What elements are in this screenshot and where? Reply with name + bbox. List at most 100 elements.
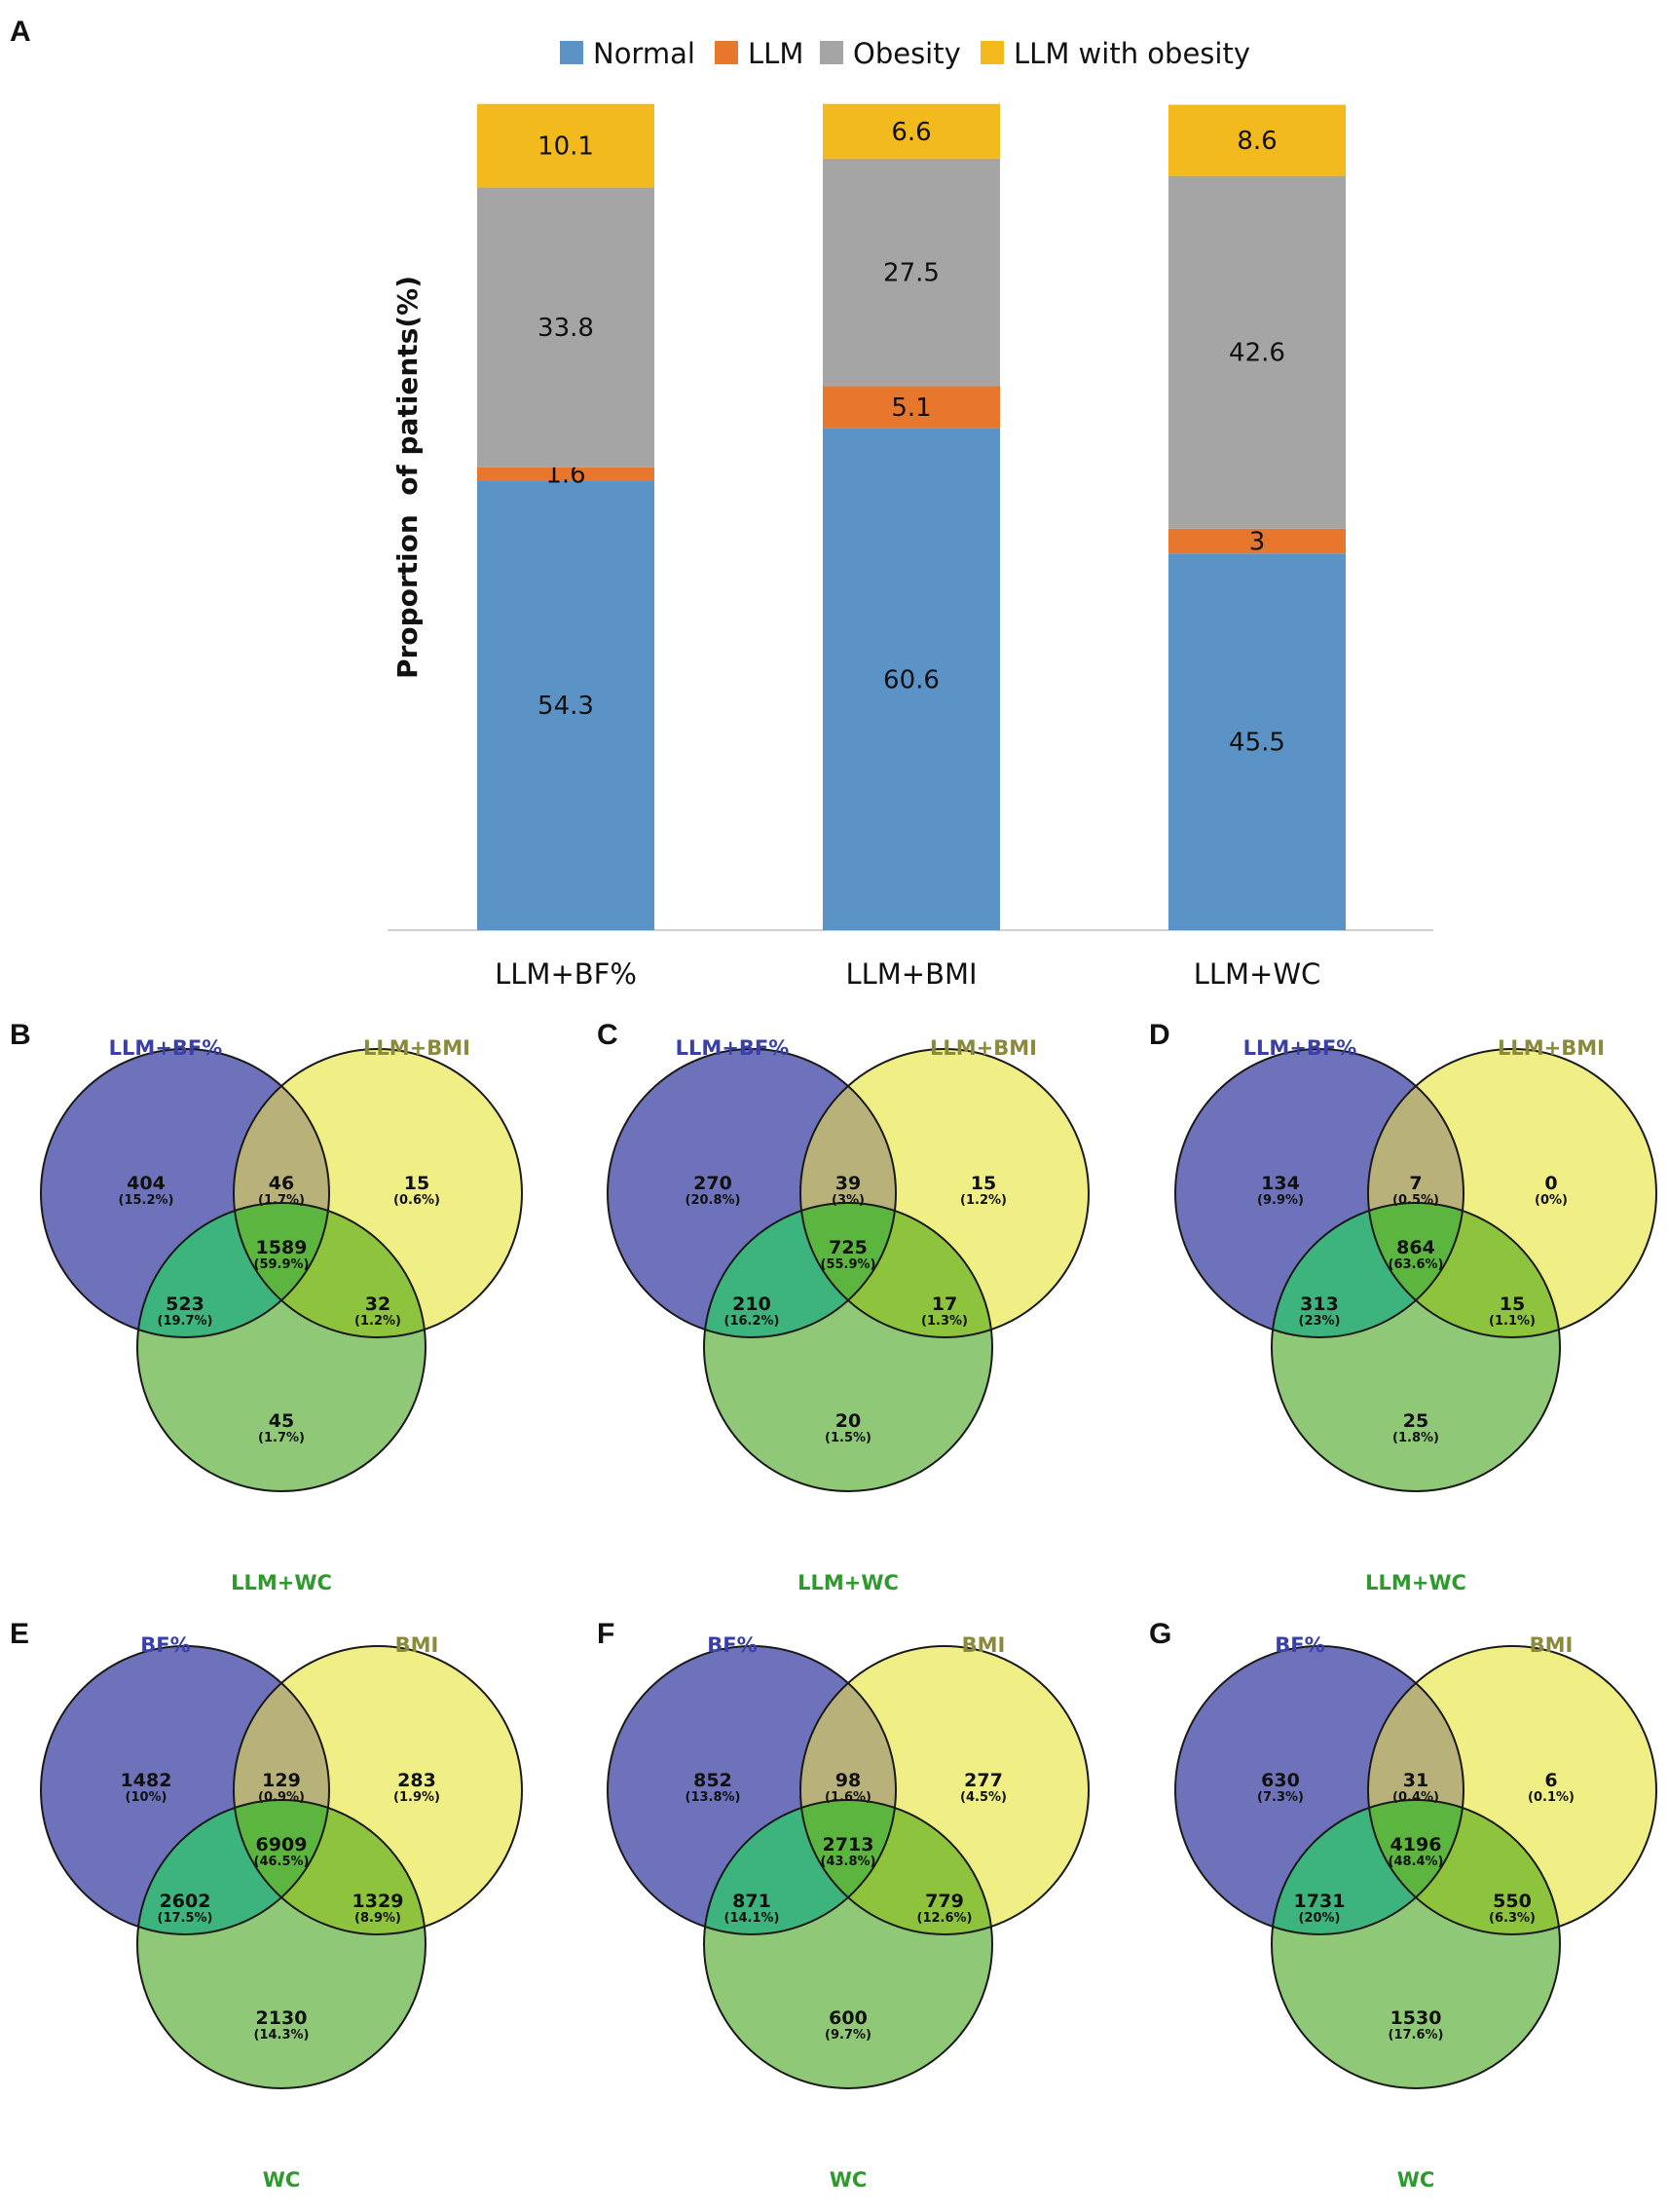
venn-count-bc: 550 [1493, 1891, 1532, 1912]
legend-label-llm-with-obesity: LLM with obesity [1014, 37, 1250, 70]
bar-segment-llm-with-obesity-llm-bmi [823, 103, 1000, 159]
venn-count-ab: 129 [262, 1770, 301, 1791]
venn-outline-bmi [1367, 1645, 1657, 1935]
venn-percent-c: (1.8%) [1392, 1431, 1439, 1445]
venn-count-b: 15 [404, 1173, 429, 1194]
venn-set-label-llm-bf: LLM+BF% [1243, 1036, 1357, 1060]
venn-set-label-wc: WC [830, 2168, 868, 2192]
venn-count-ab: 46 [269, 1173, 294, 1194]
venn-count-ac: 2602 [160, 1891, 211, 1912]
venn-overlap-bc [234, 1800, 426, 1934]
venn-set-label-wc: WC [1397, 2168, 1435, 2192]
venn-percent-abc: (63.6%) [1389, 1257, 1444, 1272]
venn-overlap-ac [704, 1800, 896, 1934]
venn-percent-ac: (14.1%) [724, 1911, 780, 1926]
venn-count-c: 600 [829, 2007, 868, 2029]
venn-overlap-bc [1368, 1203, 1560, 1337]
panel-label-a: A [10, 16, 31, 48]
venn-overlap-ac [1272, 1203, 1464, 1337]
data-label-obesity-llm-bf: 33.8 [537, 314, 594, 343]
venn-count-c: 25 [1403, 1410, 1428, 1432]
venn-percent-c: (1.7%) [258, 1431, 305, 1445]
panel-label-f: F [597, 1618, 614, 1650]
venn-overlap-bc [1368, 1800, 1560, 1934]
legend-label-llm: LLM [748, 37, 803, 70]
bar-segment-obesity-llm-wc [1168, 175, 1346, 529]
venn-count-ac: 1731 [1294, 1891, 1346, 1912]
bar-segment-normal-llm-bmi [823, 428, 1000, 930]
venn-outline-bf [607, 1645, 897, 1935]
venn-percent-bc: (6.3%) [1489, 1911, 1536, 1926]
data-label-normal-llm-bf: 54.3 [537, 692, 594, 721]
venn-percent-abc: (55.9%) [821, 1257, 876, 1272]
bar-segment-normal-llm-bf [477, 480, 654, 930]
x-tick-label-llm-wc: LLM+WC [1194, 957, 1321, 991]
venn-percent-a: (9.9%) [1257, 1193, 1304, 1208]
data-label-llm-with-obesity-llm-bmi: 6.6 [891, 118, 931, 147]
venn-overlap-bc [800, 1800, 992, 1934]
data-label-llm-with-obesity-llm-wc: 8.6 [1237, 127, 1277, 156]
venn-count-a: 630 [1261, 1770, 1300, 1791]
x-tick-label-llm-bmi: LLM+BMI [845, 957, 977, 991]
bar-segment-obesity-llm-bf [477, 187, 654, 468]
legend-label-obesity: Obesity [853, 37, 961, 70]
venn-set-label-llm-bmi: LLM+BMI [1498, 1036, 1605, 1060]
venn-percent-b: (0.6%) [393, 1193, 440, 1208]
venn-outline-llm-bf [1174, 1048, 1464, 1338]
venn-outline-llm-wc [136, 1202, 426, 1492]
venn-percent-bc: (12.6%) [917, 1911, 973, 1926]
venn-percent-ab: (1.7%) [258, 1193, 305, 1208]
venn-percent-bc: (1.3%) [921, 1314, 968, 1329]
venn-percent-ac: (20%) [1299, 1911, 1341, 1926]
venn-count-b: 283 [397, 1770, 436, 1791]
venn-count-abc: 864 [1396, 1237, 1435, 1258]
venn-set-label-bf: BF% [707, 1633, 757, 1657]
data-label-llm-llm-wc: 3 [1249, 528, 1266, 557]
venn-count-bc: 15 [1500, 1293, 1525, 1315]
venn-outline-wc [703, 1799, 993, 2089]
venn-outline-llm-wc [1271, 1202, 1561, 1492]
venn-percent-b: (4.5%) [960, 1790, 1007, 1805]
venn-set-label-llm-bmi: LLM+BMI [930, 1036, 1037, 1060]
venn-count-a: 270 [693, 1173, 732, 1194]
venn-count-bc: 779 [925, 1891, 964, 1912]
panel-label-d: D [1149, 1019, 1170, 1051]
venn-outline-llm-bf [607, 1048, 897, 1338]
venn-count-c: 45 [269, 1410, 294, 1432]
venn-panel-e: 1482(10%) 283(1.9%) 2130(14.3%) 129(0.9%) 26… [40, 1633, 523, 2192]
venn-count-bc: 17 [932, 1293, 957, 1315]
venn-count-abc: 2713 [823, 1834, 874, 1856]
venn-outline-bmi [799, 1645, 1090, 1935]
venn-panel-d: 134(9.9%)0(0%)25(1.8%)7(0.5%)313(23%)15(… [1174, 1036, 1657, 1594]
venn-overlap-ac [1272, 1800, 1464, 1934]
venn-percent-ab: (3%) [832, 1193, 865, 1208]
venn-overlap-ac [137, 1800, 329, 1934]
bar-segment-obesity-llm-bmi [823, 158, 1000, 387]
venn-overlap-ac [704, 1203, 896, 1337]
venn-outline-bf [40, 1645, 330, 1935]
venn-count-ac: 210 [732, 1293, 771, 1315]
venn-outline-llm-bmi [799, 1048, 1090, 1338]
venn-percent-a: (10%) [126, 1790, 167, 1805]
venn-count-abc: 4196 [1390, 1834, 1442, 1856]
venn-percent-abc: (43.8%) [821, 1855, 876, 1869]
venn-percent-a: (13.8%) [686, 1790, 741, 1805]
venn-count-a: 134 [1261, 1173, 1300, 1194]
panel-label-b: B [10, 1019, 31, 1051]
venn-set-label-bf: BF% [140, 1633, 190, 1657]
venn-count-b: 6 [1544, 1770, 1557, 1791]
venn-count-ac: 871 [732, 1891, 771, 1912]
venn-percent-bc: (1.2%) [354, 1314, 401, 1329]
venn-set-label-llm-bf: LLM+BF% [109, 1036, 223, 1060]
venn-outline-llm-bmi [1367, 1048, 1657, 1338]
bar-segment-llm-llm-bf [477, 467, 654, 481]
data-label-llm-llm-bmi: 5.1 [891, 394, 931, 423]
data-label-normal-llm-wc: 45.5 [1229, 729, 1285, 758]
venn-count-ab: 31 [1403, 1770, 1428, 1791]
venn-percent-b: (1.2%) [960, 1193, 1007, 1208]
venn-count-b: 277 [964, 1770, 1003, 1791]
venn-set-label-wc: WC [263, 2168, 301, 2192]
venn-percent-ac: (17.5%) [158, 1911, 213, 1926]
panel-label-g: G [1149, 1618, 1171, 1650]
